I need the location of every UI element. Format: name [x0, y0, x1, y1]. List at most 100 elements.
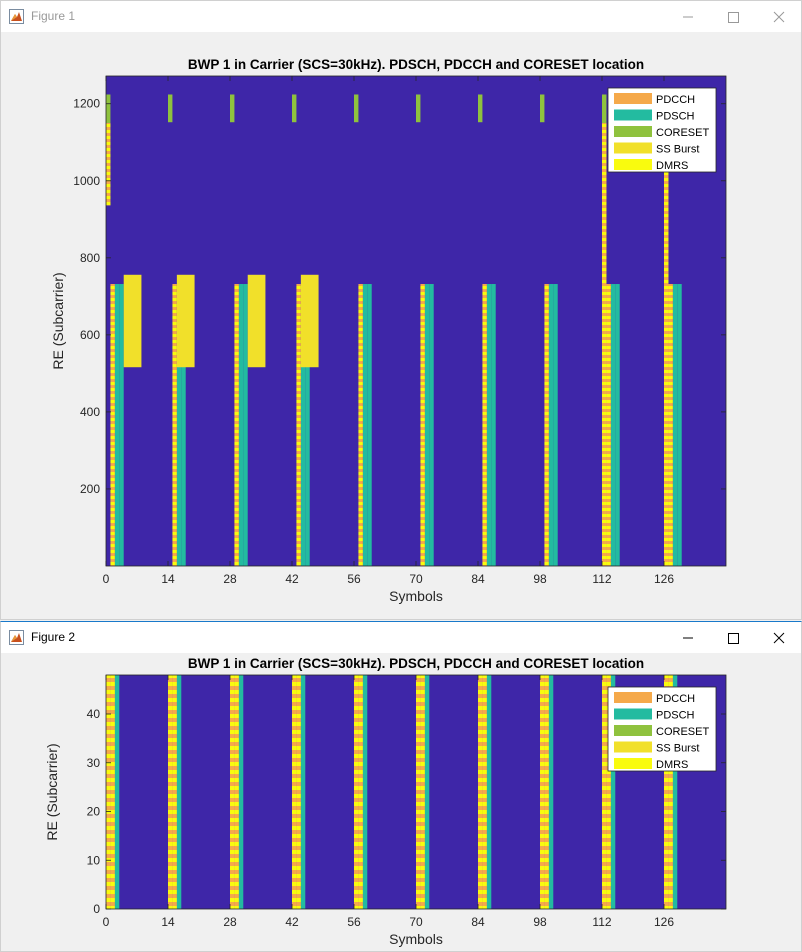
legend-swatch: [614, 692, 652, 703]
ss-burst-block: [247, 274, 266, 368]
x-tick-label: 70: [409, 572, 423, 586]
y-tick-label: 30: [87, 756, 101, 770]
x-tick-label: 56: [347, 572, 361, 586]
figure-2-window[interactable]: Figure 2 0 14 28 42 56 70 84 98 112 126 0 10 20 30 40 B…: [0, 621, 802, 952]
legend-swatch: [614, 741, 652, 753]
coreset-column: [230, 94, 235, 123]
y-tick-label: 40: [87, 707, 101, 721]
minimize-button[interactable]: [675, 5, 701, 29]
dmrs-column: [544, 675, 549, 909]
x-tick-label: 112: [592, 915, 611, 929]
pdsch-column: [114, 675, 120, 909]
legend-swatch: [614, 708, 652, 720]
minimize-icon: [683, 16, 693, 18]
pdsch-column: [176, 284, 182, 566]
window-titlebar[interactable]: Figure 2: [1, 622, 801, 653]
dmrs-column: [420, 675, 425, 909]
ss-burst-block: [300, 274, 319, 368]
legend-swatch: [614, 93, 652, 104]
x-tick-label: 98: [533, 572, 547, 586]
pdsch-column: [176, 675, 182, 909]
x-tick-label: 42: [285, 915, 299, 929]
window-title: Figure 2: [31, 630, 76, 644]
pdsch-column: [610, 675, 616, 909]
pdsch-column: [305, 284, 310, 566]
pdsch-column: [238, 675, 244, 909]
y-tick-label: 1000: [73, 174, 100, 188]
pdcch-column: [664, 675, 669, 909]
matlab-figure-icon: [9, 9, 24, 24]
minimize-button[interactable]: [675, 626, 701, 650]
y-axis-label: RE (Subcarrier): [50, 272, 66, 369]
dmrs-column: [482, 675, 487, 909]
pdsch-column: [300, 675, 306, 909]
legend-swatch: [614, 126, 652, 137]
legend: PDCCH PDSCH CORESET SS Burst DMRS: [607, 87, 717, 173]
dmrs-column: [544, 284, 549, 566]
y-tick-label: 600: [80, 328, 100, 342]
x-tick-label: 126: [654, 572, 674, 586]
legend-label: SS Burst: [656, 144, 699, 156]
x-axis-label: Symbols: [389, 931, 443, 947]
dmrs-column: [172, 284, 177, 566]
pdsch-column: [367, 284, 372, 566]
close-button[interactable]: [766, 626, 792, 650]
pdsch-column: [677, 284, 682, 566]
y-axis-label: RE (Subcarrier): [44, 743, 60, 840]
pdsch-column: [672, 284, 678, 566]
x-tick-label: 84: [471, 915, 485, 929]
ss-burst-block: [123, 274, 142, 368]
legend-label: DMRS: [656, 759, 688, 771]
x-tick-label: 56: [347, 915, 361, 929]
pdcch-column: [292, 675, 297, 909]
pdsch-column: [486, 675, 492, 909]
pdsch-column: [114, 284, 120, 566]
pdsch-column: [610, 284, 616, 566]
pdcch-column: [602, 122, 607, 566]
y-tick-label: 1200: [73, 97, 100, 111]
matlab-figure-icon: [9, 630, 24, 645]
window-title: Figure 1: [31, 9, 76, 23]
x-tick-label: 28: [223, 915, 237, 929]
maximize-button[interactable]: [720, 5, 746, 29]
maximize-button[interactable]: [720, 626, 746, 650]
close-icon: [773, 11, 785, 23]
y-tick-label: 20: [87, 805, 101, 819]
legend-label: PDCCH: [656, 693, 695, 705]
pdsch-column: [429, 284, 434, 566]
dmrs-column: [110, 675, 115, 909]
pdsch-column: [553, 284, 558, 566]
pdsch-column: [491, 284, 496, 566]
figure-1-chart: 0 14 28 42 56 70 84 98 112 126 200 400 600 800 1000 120…: [50, 57, 727, 604]
dmrs-column: [668, 675, 673, 909]
ss-burst-block: [176, 274, 195, 368]
y-tick-label: 400: [80, 405, 100, 419]
dmrs-column: [420, 284, 425, 566]
maximize-icon: [728, 12, 739, 23]
figure-1-window[interactable]: Figure 1 0 14 28 42 56 70 84 98 112 126 200 400 600 8…: [0, 0, 802, 620]
x-tick-label: 112: [592, 572, 611, 586]
legend-swatch: [614, 159, 652, 170]
legend-label: PDCCH: [656, 94, 695, 106]
pdsch-column: [548, 675, 554, 909]
dmrs-column: [234, 284, 239, 566]
dmrs-column: [358, 675, 363, 909]
pdcch-column: [602, 675, 607, 909]
legend-swatch: [614, 142, 652, 154]
pdsch-column: [615, 284, 620, 566]
coreset-column: [540, 94, 545, 123]
pdcch-column: [230, 675, 235, 909]
pdcch-column: [106, 675, 111, 909]
dmrs-column: [296, 675, 301, 909]
x-tick-label: 98: [533, 915, 547, 929]
pdsch-column: [362, 675, 368, 909]
pdsch-column: [424, 675, 430, 909]
x-axis-label: Symbols: [389, 588, 443, 604]
coreset-column: [292, 94, 297, 123]
x-tick-label: 0: [103, 915, 110, 929]
dmrs-column: [234, 675, 239, 909]
window-titlebar[interactable]: Figure 1: [1, 1, 801, 32]
pdsch-column: [486, 284, 492, 566]
close-button[interactable]: [766, 5, 792, 29]
pdcch-column: [168, 675, 173, 909]
